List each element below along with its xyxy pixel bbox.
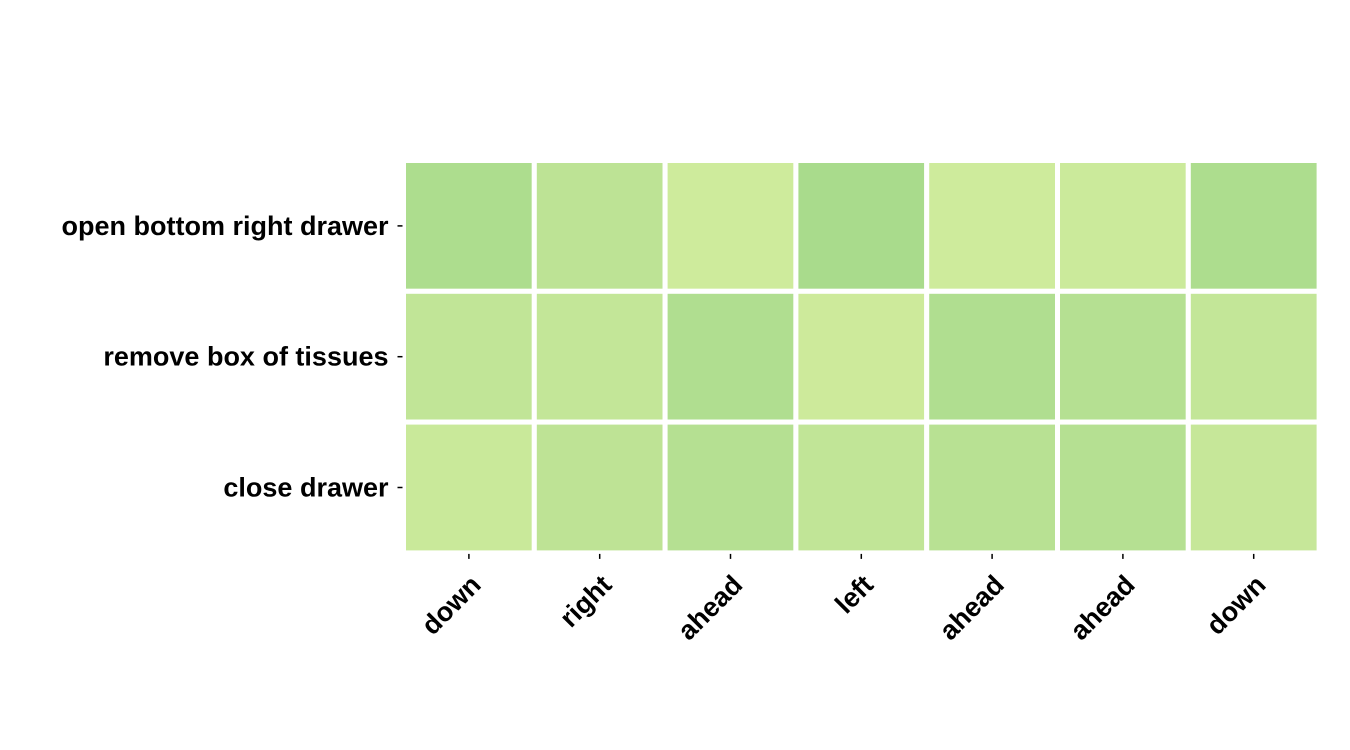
heatmap-cell bbox=[531, 158, 668, 294]
heatmap-cell bbox=[662, 158, 799, 294]
column-label: down bbox=[1200, 570, 1271, 641]
heatmap-cell bbox=[1055, 288, 1191, 425]
heatmap-cell bbox=[1185, 158, 1322, 294]
row-label: remove box of tissues bbox=[103, 342, 388, 372]
column-labels: down right ahead left ahead ahead down bbox=[416, 553, 1272, 646]
heatmap-cell bbox=[1055, 419, 1191, 556]
heatmap-cell bbox=[531, 419, 668, 556]
heatmap-cell bbox=[662, 419, 799, 556]
column-label: ahead bbox=[1064, 570, 1140, 646]
heatmap-cell bbox=[793, 419, 930, 556]
column-label: left bbox=[829, 570, 879, 620]
heatmap-cell bbox=[793, 288, 930, 425]
heatmap-cell bbox=[1055, 158, 1191, 294]
row-labels: open bottom right drawer remove box of ti… bbox=[62, 211, 403, 503]
column-label: right bbox=[554, 570, 618, 634]
heatmap-cell bbox=[531, 288, 668, 425]
column-label: down bbox=[416, 570, 487, 641]
heatmap-cell bbox=[793, 158, 930, 294]
heatmap-cell bbox=[1185, 288, 1322, 425]
column-label: ahead bbox=[672, 570, 748, 646]
heatmap-cell bbox=[401, 158, 537, 294]
row-label: open bottom right drawer bbox=[62, 211, 389, 241]
heatmap-cell bbox=[924, 288, 1061, 425]
heatmap-cell bbox=[401, 419, 537, 556]
heatmap-cell bbox=[662, 288, 799, 425]
column-label: ahead bbox=[934, 570, 1010, 646]
heatmap-cell bbox=[924, 158, 1061, 294]
heatmap-cell bbox=[1185, 419, 1322, 556]
heatmap-cells bbox=[401, 158, 1322, 556]
row-label: close drawer bbox=[223, 473, 389, 503]
heatmap-cell bbox=[401, 288, 537, 425]
heatmap-cell bbox=[924, 419, 1061, 556]
